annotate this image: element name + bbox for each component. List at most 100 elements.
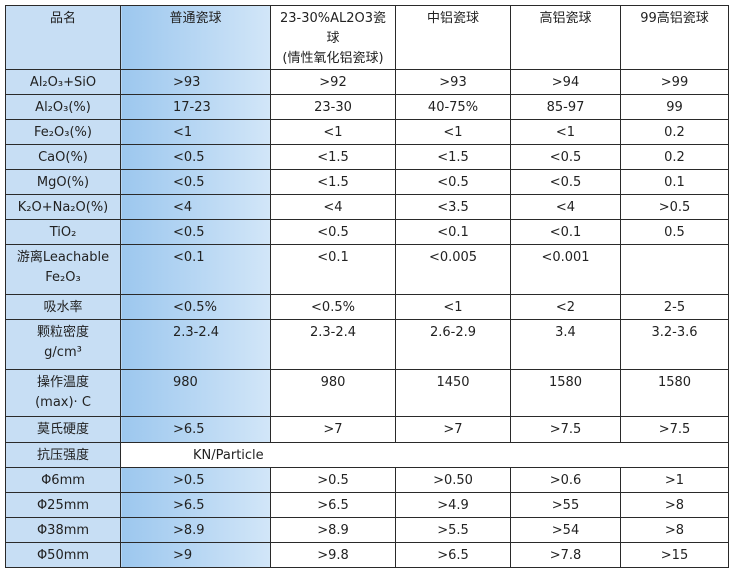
spec-table: 品名 普通瓷球 23-30%AL2O3瓷球 (情性氧化铝瓷球) 中铝瓷球 高铝瓷球 99高…	[5, 5, 729, 568]
table-row: 操作温度 (max)· C 980 980 1450 1580 1580	[5, 369, 729, 417]
header-cell: 23-30%AL2O3瓷球 (情性氧化铝瓷球)	[270, 5, 396, 70]
table-cell: 2.3-2.4	[270, 319, 396, 370]
table-cell: <0.5%	[120, 294, 271, 320]
table-cell: <0.5	[270, 219, 396, 245]
table-cell: >6.5	[395, 542, 511, 568]
table-cell: 99	[620, 94, 729, 120]
table-cell: >7	[270, 416, 396, 443]
table-cell: >55	[510, 492, 621, 518]
table-row: Φ25mm >6.5 >6.5 >4.9 >55 >8	[5, 492, 729, 518]
table-row: K₂O+Na₂O(%) <4 <4 <3.5 <4 >0.5	[5, 194, 729, 220]
row-label: MgO(%)	[5, 169, 121, 195]
table-cell: <0.1	[395, 219, 511, 245]
table-cell: >0.6	[510, 467, 621, 493]
table-row: Fe₂O₃(%) <1 <1 <1 <1 0.2	[5, 119, 729, 145]
table-cell: 40-75%	[395, 94, 511, 120]
table-cell: <4	[270, 194, 396, 220]
table-cell: <1	[395, 119, 511, 145]
table-cell: >54	[510, 517, 621, 543]
table-cell: <0.1	[270, 244, 396, 295]
row-label: 吸水率	[5, 294, 121, 320]
table-cell: <1	[395, 294, 511, 320]
row-label: 游离Leachable Fe₂O₃	[5, 244, 121, 295]
table-row: CaO(%) <0.5 <1.5 <1.5 <0.5 0.2	[5, 144, 729, 170]
table-cell: <0.5	[510, 144, 621, 170]
row-label: 颗粒密度 g/cm³	[5, 319, 121, 370]
table-cell	[620, 244, 729, 295]
table-row: 颗粒密度 g/cm³ 2.3-2.4 2.3-2.4 2.6-2.9 3.4 3.2-3.…	[5, 319, 729, 370]
table-cell: <0.1	[120, 244, 271, 295]
table-cell: <2	[510, 294, 621, 320]
table-cell: <1.5	[270, 169, 396, 195]
row-label: Fe₂O₃(%)	[5, 119, 121, 145]
table-cell: >4.9	[395, 492, 511, 518]
table-cell: >1	[620, 467, 729, 493]
table-cell: 2-5	[620, 294, 729, 320]
table-row: 吸水率 <0.5% <0.5% <1 <2 2-5	[5, 294, 729, 320]
table-cell: KN/Particle	[120, 442, 729, 468]
table-cell: >0.5	[620, 194, 729, 220]
table-row: MgO(%) <0.5 <1.5 <0.5 <0.5 0.1	[5, 169, 729, 195]
table-cell: >6.5	[120, 492, 271, 518]
table-cell: >93	[395, 69, 511, 95]
table-cell: <0.1	[510, 219, 621, 245]
table-cell: 0.5	[620, 219, 729, 245]
table-cell: >8	[620, 492, 729, 518]
table-row: Φ38mm >8.9 >8.9 >5.5 >54 >8	[5, 517, 729, 543]
header-row: 品名 普通瓷球 23-30%AL2O3瓷球 (情性氧化铝瓷球) 中铝瓷球 高铝瓷球 99高…	[5, 5, 729, 70]
table-cell: >99	[620, 69, 729, 95]
table-cell: >7.8	[510, 542, 621, 568]
table-cell: 0.2	[620, 119, 729, 145]
table-cell: >5.5	[395, 517, 511, 543]
table-cell: >7.5	[620, 416, 729, 443]
table-row: TiO₂ <0.5 <0.5 <0.1 <0.1 0.5	[5, 219, 729, 245]
table-cell: <0.5	[395, 169, 511, 195]
table-cell: <0.001	[510, 244, 621, 295]
table-cell: <0.5	[120, 169, 271, 195]
table-cell: >9.8	[270, 542, 396, 568]
table-cell: >92	[270, 69, 396, 95]
header-cell: 中铝瓷球	[395, 5, 511, 70]
table-row: Φ50mm >9 >9.8 >6.5 >7.8 >15	[5, 542, 729, 568]
row-label: K₂O+Na₂O(%)	[5, 194, 121, 220]
row-label: Φ38mm	[5, 517, 121, 543]
row-label: Φ25mm	[5, 492, 121, 518]
table-cell: <1.5	[395, 144, 511, 170]
table-row: 抗压强度 KN/Particle	[5, 442, 729, 468]
row-label: Al₂O₃(%)	[5, 94, 121, 120]
table-cell: >8.9	[120, 517, 271, 543]
table-cell: 85-97	[510, 94, 621, 120]
table-row: Al₂O₃(%) 17-23 23-30 40-75% 85-97 99	[5, 94, 729, 120]
table-cell: <4	[510, 194, 621, 220]
table-cell: <1	[120, 119, 271, 145]
row-label: 莫氏硬度	[5, 416, 121, 443]
table-cell: 2.3-2.4	[120, 319, 271, 370]
table-cell: >7.5	[510, 416, 621, 443]
table-cell: >9	[120, 542, 271, 568]
row-label: TiO₂	[5, 219, 121, 245]
header-cell: 99高铝瓷球	[620, 5, 729, 70]
table-cell: <0.5	[120, 219, 271, 245]
table-cell: >8	[620, 517, 729, 543]
table-cell: >93	[120, 69, 271, 95]
table-cell: 2.6-2.9	[395, 319, 511, 370]
table-cell: >15	[620, 542, 729, 568]
table-cell: >0.5	[270, 467, 396, 493]
table-cell: 1580	[510, 369, 621, 417]
table-cell: <0.5%	[270, 294, 396, 320]
table-cell: <0.5	[510, 169, 621, 195]
table-cell: 3.2-3.6	[620, 319, 729, 370]
table-cell: <4	[120, 194, 271, 220]
row-label: CaO(%)	[5, 144, 121, 170]
row-label: 操作温度 (max)· C	[5, 369, 121, 417]
table-cell: >7	[395, 416, 511, 443]
table-cell: <0.005	[395, 244, 511, 295]
table-row: 莫氏硬度 >6.5 >7 >7 >7.5 >7.5	[5, 416, 729, 443]
table-cell: <1	[510, 119, 621, 145]
table-cell: <0.5	[120, 144, 271, 170]
table-cell: 980	[270, 369, 396, 417]
table-cell: >0.50	[395, 467, 511, 493]
header-cell: 普通瓷球	[120, 5, 271, 70]
table-cell: >6.5	[270, 492, 396, 518]
